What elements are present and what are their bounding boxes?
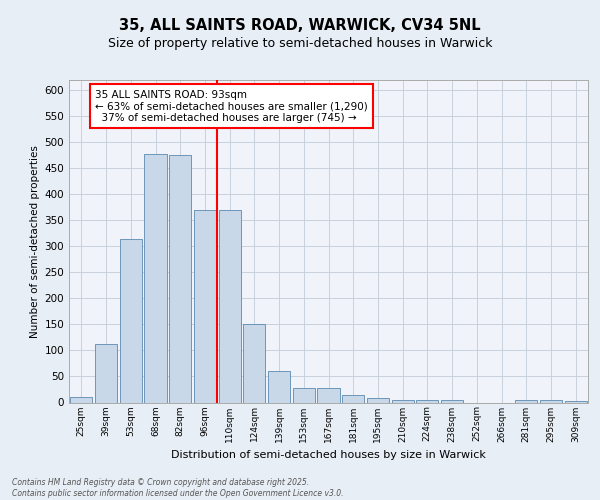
Bar <box>416 400 439 402</box>
Bar <box>268 372 290 402</box>
Bar <box>392 400 414 402</box>
Y-axis label: Number of semi-detached properties: Number of semi-detached properties <box>30 145 40 338</box>
Bar <box>70 398 92 402</box>
Bar <box>145 154 167 402</box>
Bar <box>317 388 340 402</box>
Bar <box>293 388 315 402</box>
Bar <box>441 400 463 402</box>
Text: Size of property relative to semi-detached houses in Warwick: Size of property relative to semi-detach… <box>108 38 492 51</box>
Bar <box>243 324 265 402</box>
Bar <box>540 400 562 402</box>
X-axis label: Distribution of semi-detached houses by size in Warwick: Distribution of semi-detached houses by … <box>171 450 486 460</box>
Bar <box>169 156 191 402</box>
Text: Contains HM Land Registry data © Crown copyright and database right 2025.
Contai: Contains HM Land Registry data © Crown c… <box>12 478 343 498</box>
Bar <box>194 210 216 402</box>
Bar <box>119 238 142 402</box>
Bar <box>342 395 364 402</box>
Text: 35, ALL SAINTS ROAD, WARWICK, CV34 5NL: 35, ALL SAINTS ROAD, WARWICK, CV34 5NL <box>119 18 481 32</box>
Bar <box>218 210 241 402</box>
Bar <box>515 400 538 402</box>
Bar <box>95 344 117 402</box>
Bar <box>367 398 389 402</box>
Text: 35 ALL SAINTS ROAD: 93sqm
← 63% of semi-detached houses are smaller (1,290)
  37: 35 ALL SAINTS ROAD: 93sqm ← 63% of semi-… <box>95 90 368 123</box>
